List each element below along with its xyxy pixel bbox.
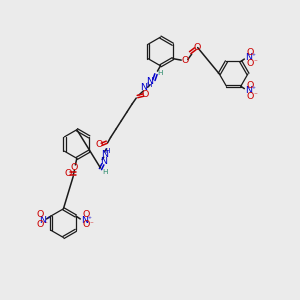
Text: O: O bbox=[64, 169, 72, 178]
Text: O: O bbox=[71, 164, 78, 172]
Text: O: O bbox=[247, 81, 254, 90]
Text: O: O bbox=[181, 56, 188, 64]
Text: N: N bbox=[146, 77, 154, 86]
Text: O: O bbox=[82, 210, 90, 219]
Text: ⁺: ⁺ bbox=[88, 217, 92, 223]
Text: H: H bbox=[102, 169, 107, 175]
Text: ⁻: ⁻ bbox=[254, 92, 258, 98]
Text: H: H bbox=[157, 70, 162, 76]
Text: ⁻: ⁻ bbox=[254, 60, 258, 66]
Text: N: N bbox=[140, 83, 148, 92]
Text: ⁺: ⁺ bbox=[46, 217, 50, 223]
Text: N: N bbox=[245, 86, 252, 95]
Text: O: O bbox=[194, 43, 201, 52]
Text: ⁺: ⁺ bbox=[252, 87, 256, 93]
Text: H: H bbox=[146, 82, 152, 88]
Text: ⁻: ⁻ bbox=[90, 221, 94, 227]
Text: N: N bbox=[81, 216, 88, 225]
Text: O: O bbox=[247, 48, 254, 57]
Text: N: N bbox=[100, 158, 107, 166]
Text: O: O bbox=[247, 92, 254, 100]
Text: O: O bbox=[37, 210, 44, 219]
Text: O: O bbox=[96, 140, 103, 148]
Text: O: O bbox=[37, 220, 44, 230]
Text: N: N bbox=[245, 53, 252, 62]
Text: N: N bbox=[39, 216, 46, 225]
Text: H: H bbox=[104, 148, 110, 154]
Text: O: O bbox=[247, 59, 254, 68]
Text: ⁻: ⁻ bbox=[44, 221, 48, 227]
Text: O: O bbox=[82, 220, 90, 230]
Text: N: N bbox=[101, 150, 108, 159]
Text: O: O bbox=[142, 90, 149, 99]
Text: ⁺: ⁺ bbox=[252, 54, 256, 60]
